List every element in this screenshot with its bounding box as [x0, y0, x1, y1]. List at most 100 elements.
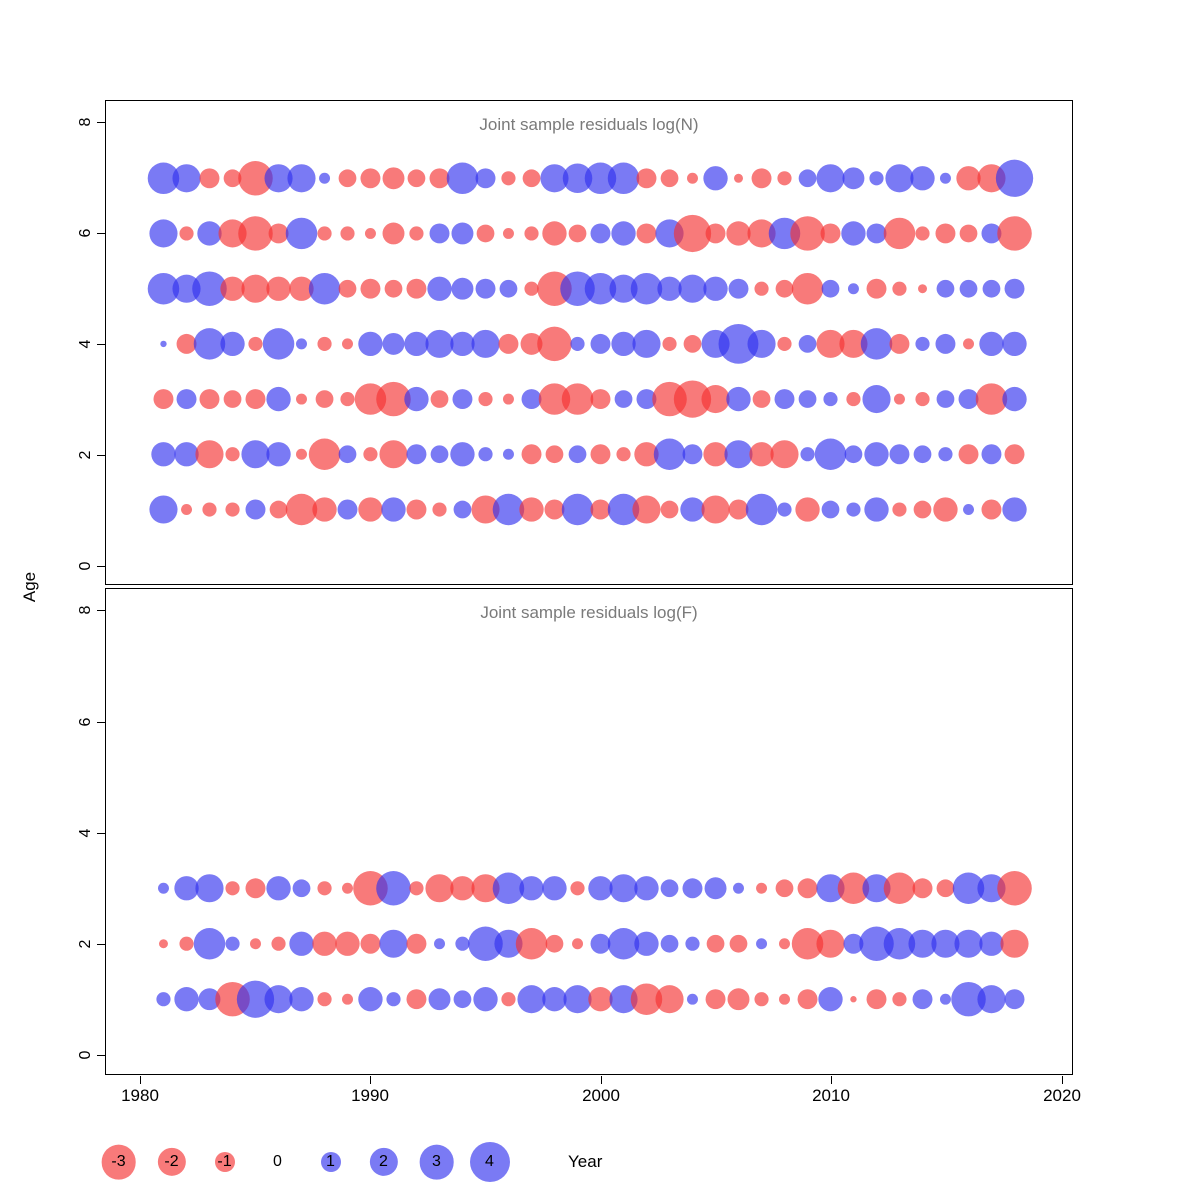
residual-bubble: [521, 389, 542, 410]
legend-item-pos4: 4: [463, 1134, 516, 1190]
y-tick-label: 0: [77, 1050, 94, 1060]
residual-bubble: [859, 926, 894, 961]
residual-bubble: [729, 934, 748, 953]
residual-bubble: [779, 938, 790, 950]
legend-item-neg2: -2: [145, 1134, 198, 1190]
residual-bubble: [570, 336, 585, 351]
x-tick-mark: [140, 1076, 141, 1084]
residual-bubble: [685, 936, 700, 951]
residual-bubble: [498, 333, 519, 354]
residual-bubble: [475, 278, 496, 299]
residual-bubble: [269, 500, 288, 519]
residual-bubble: [820, 223, 841, 244]
y-tick-mark: [97, 455, 105, 456]
residual-bubble: [471, 874, 500, 903]
residual-bubble: [584, 272, 617, 305]
legend-label: -1: [217, 1153, 232, 1170]
residual-bubble: [428, 988, 451, 1011]
y-axis-title: Age: [20, 571, 39, 603]
residual-bubble: [266, 276, 291, 301]
residual-bubble: [409, 226, 424, 241]
residual-bubble: [220, 276, 245, 301]
residual-bubble: [936, 279, 955, 298]
residual-bubble: [545, 934, 564, 953]
residual-bubble: [174, 876, 199, 901]
residual-bubble: [779, 993, 790, 1005]
panel-log-f-title: Joint sample residuals log(F): [480, 603, 698, 622]
residual-bubble: [360, 168, 381, 189]
legend-bubble-icon: [469, 1142, 510, 1182]
residual-bubble: [223, 169, 242, 188]
legend-item-pos1: 1: [304, 1134, 357, 1190]
residual-bubble: [524, 226, 539, 241]
residual-bubble: [726, 386, 751, 412]
residual-bubble: [502, 227, 514, 239]
residual-bubble: [455, 936, 470, 951]
residual-bubble: [977, 985, 1006, 1014]
bubble-plot-log-f: [156, 871, 1032, 1018]
residual-bubble: [727, 988, 750, 1011]
residual-bubble: [869, 171, 884, 186]
residual-bubble: [451, 222, 474, 245]
residual-bubble: [429, 168, 450, 189]
y-tick-mark: [97, 344, 105, 345]
residual-bubble: [149, 219, 178, 248]
residual-bubble: [451, 277, 474, 300]
residual-bubble: [522, 169, 541, 188]
residual-bubble: [198, 988, 221, 1011]
residual-bubble: [728, 499, 749, 520]
residual-bubble: [475, 168, 496, 189]
residual-bubble: [342, 882, 353, 894]
residual-bubble: [572, 938, 584, 950]
residual-bubble: [561, 493, 594, 526]
residual-bubble: [492, 872, 525, 905]
residual-bubble: [1004, 989, 1025, 1010]
residual-bubble: [912, 989, 933, 1010]
residual-bubble: [404, 331, 429, 357]
residual-bubble: [193, 328, 226, 360]
residual-bubble: [172, 274, 201, 303]
legend-bubble-icon: [157, 1147, 186, 1177]
residual-bubble: [147, 162, 180, 195]
residual-bubble: [866, 989, 887, 1010]
residual-bubble: [197, 221, 222, 246]
x-tick-mark: [831, 1076, 832, 1084]
residual-bubble: [939, 993, 951, 1005]
residual-bubble: [542, 876, 567, 901]
residual-bubble: [153, 389, 174, 410]
residual-bubble: [236, 980, 275, 1018]
residual-bubble: [680, 497, 705, 522]
residual-bubble: [241, 274, 270, 303]
residual-bubble: [910, 166, 935, 191]
residual-bubble: [908, 929, 937, 958]
residual-bubble: [726, 221, 751, 246]
residual-bubble: [756, 882, 768, 894]
y-tick-label: 6: [77, 228, 94, 238]
panel-log-n-title: Joint sample residuals log(N): [479, 115, 699, 134]
residual-bubble: [271, 936, 286, 951]
residual-bubble: [611, 331, 636, 357]
residual-bubble: [340, 391, 355, 407]
y-tick-label: 4: [77, 339, 94, 349]
residual-bubble: [202, 502, 217, 517]
residual-bubble: [660, 169, 679, 188]
residual-bubble: [636, 223, 657, 244]
residual-bubble: [889, 444, 910, 465]
residual-bubble: [816, 929, 845, 958]
residual-bubble: [588, 987, 613, 1012]
residual-bubble: [1002, 497, 1027, 522]
legend-item-pos3: 3: [410, 1134, 463, 1190]
residual-bubble: [453, 500, 472, 519]
residual-bubble: [537, 326, 572, 362]
residual-bubble: [174, 442, 199, 467]
residual-bubble: [174, 987, 199, 1012]
legend-item-zero: 0: [251, 1134, 304, 1190]
residual-bubble: [609, 985, 638, 1014]
residual-bubble: [406, 499, 427, 520]
residual-bubble: [225, 881, 240, 896]
residual-bubble: [262, 328, 295, 360]
residual-bubble: [220, 331, 245, 357]
residual-bubble: [912, 878, 933, 899]
residual-bubble: [157, 882, 169, 894]
